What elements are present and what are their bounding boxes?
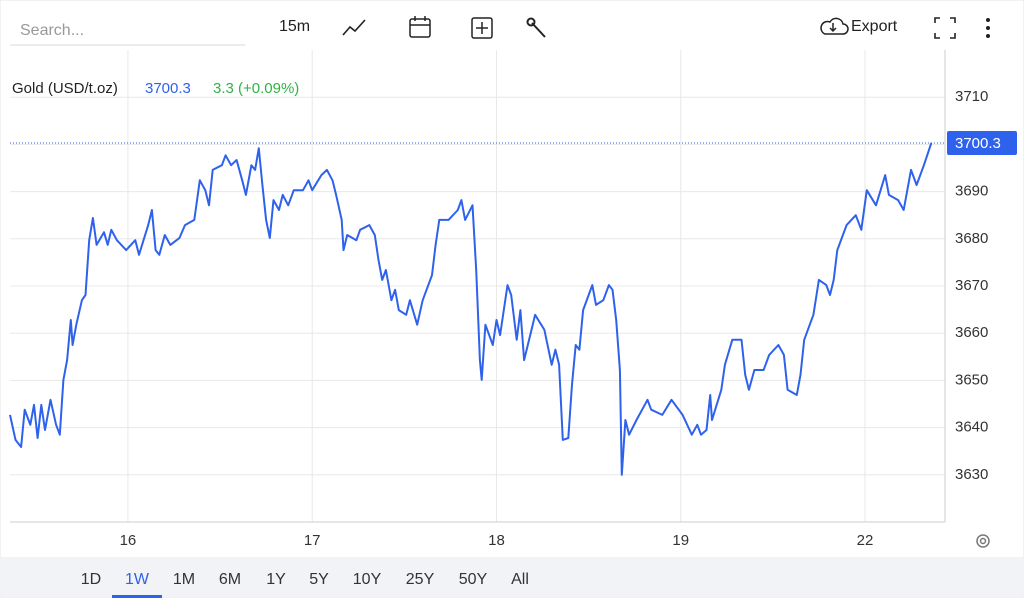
active-range-underline xyxy=(112,595,162,598)
y-tick-label: 3660 xyxy=(955,324,988,341)
range-bar xyxy=(1,557,1023,597)
y-tick-label: 3630 xyxy=(955,466,988,483)
x-tick-label: 17 xyxy=(304,532,321,549)
y-tick-label: 3640 xyxy=(955,419,988,436)
range-button[interactable]: 25Y xyxy=(406,571,435,588)
range-button[interactable]: 1D xyxy=(81,571,101,588)
range-button[interactable]: 6M xyxy=(219,571,241,588)
range-button[interactable]: 5Y xyxy=(309,571,329,588)
y-tick-label: 3680 xyxy=(955,230,988,247)
legend-change: 3.3 (+0.09%) xyxy=(213,80,299,97)
range-button[interactable]: 1W xyxy=(125,571,150,588)
axis-settings-icon[interactable] xyxy=(976,534,990,548)
range-button[interactable]: 1M xyxy=(173,571,195,588)
calendar-icon[interactable] xyxy=(409,16,431,38)
menu-icon[interactable] xyxy=(986,18,990,38)
range-button[interactable]: 10Y xyxy=(353,571,382,588)
last-price-label: 3700.3 xyxy=(955,135,1001,152)
x-tick-label: 16 xyxy=(120,532,137,549)
export-button[interactable]: Export xyxy=(851,18,898,35)
legend-price: 3700.3 xyxy=(145,80,191,97)
price-line xyxy=(9,142,933,476)
y-tick-label: 3710 xyxy=(955,88,988,105)
x-tick-label: 22 xyxy=(857,532,874,549)
y-tick-label: 3650 xyxy=(955,371,988,388)
export-icon[interactable] xyxy=(820,17,849,35)
range-button[interactable]: 1Y xyxy=(266,571,286,588)
fullscreen-icon[interactable] xyxy=(934,17,956,39)
chart-type-icon[interactable] xyxy=(342,19,366,36)
y-tick-label: 3690 xyxy=(955,183,988,200)
interval-button[interactable]: 15m xyxy=(279,18,310,35)
search-input[interactable]: Search... xyxy=(20,22,84,39)
last-price-box xyxy=(947,130,1017,155)
x-tick-label: 19 xyxy=(672,532,689,549)
range-button[interactable]: 50Y xyxy=(459,571,488,588)
range-button[interactable]: All xyxy=(511,571,529,588)
settings-wrench-icon[interactable] xyxy=(526,17,546,38)
y-tick-label: 3670 xyxy=(955,277,988,294)
add-indicator-icon[interactable] xyxy=(471,17,493,39)
x-tick-label: 18 xyxy=(488,532,505,549)
legend-name: Gold (USD/t.oz) xyxy=(12,80,118,97)
